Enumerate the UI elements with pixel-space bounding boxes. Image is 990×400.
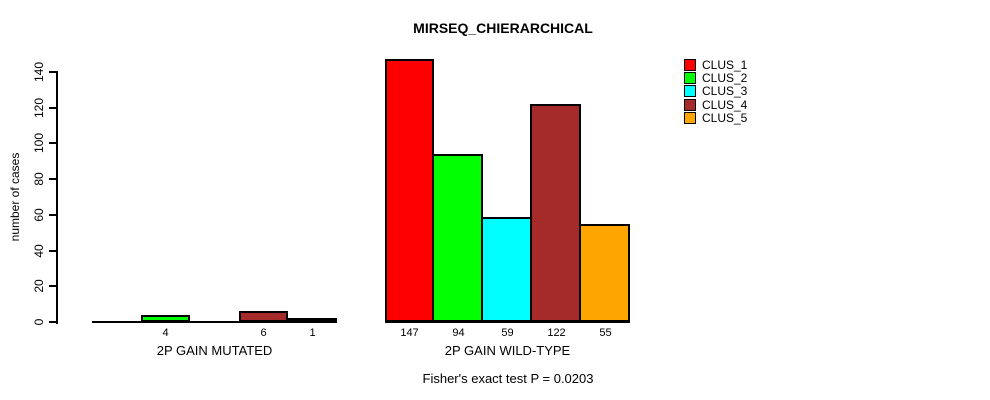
y-tick: [49, 178, 57, 181]
bar-value-label: 1: [309, 327, 316, 339]
y-tick-label: 80: [32, 172, 46, 186]
y-tick: [49, 249, 57, 252]
y-tick-label: 120: [32, 97, 46, 118]
y-tick-label: 40: [32, 243, 46, 258]
bar-clus_2: [141, 315, 190, 322]
y-tick: [49, 71, 57, 73]
y-tick: [49, 285, 57, 288]
y-tick-label: 0: [32, 318, 46, 326]
bar-value-label: 147: [400, 327, 419, 339]
y-tick-label: 60: [32, 208, 46, 222]
y-tick: [49, 142, 57, 145]
x-axis-line: [385, 321, 630, 323]
bar-clus_4: [239, 311, 288, 322]
bar-clus_2: [432, 154, 483, 322]
y-tick: [49, 106, 57, 109]
bar-value-label: 4: [162, 327, 169, 339]
bar-value-label: 94: [452, 327, 465, 339]
bar-clus_4: [530, 104, 581, 322]
bar-value-label: 122: [547, 327, 566, 339]
bar-value-label: 6: [260, 327, 267, 339]
chart-title: MIRSEQ_CHIERARCHICAL: [413, 20, 593, 36]
bar-value-label: 59: [501, 327, 514, 339]
bar-clus_1: [385, 59, 434, 322]
y-tick: [49, 321, 57, 323]
bar-clus_3: [481, 217, 532, 322]
group-label: 2P GAIN WILD-TYPE: [444, 343, 571, 358]
y-tick-label: 100: [32, 133, 46, 154]
bar-clus_5: [286, 318, 337, 322]
y-axis-line: [56, 71, 58, 324]
group-label: 2P GAIN MUTATED: [156, 343, 273, 358]
bar-value-label: 55: [599, 327, 612, 339]
fisher-test-annotation: Fisher's exact test P = 0.0203: [422, 371, 594, 386]
y-tick: [49, 213, 57, 216]
y-tick-label: 20: [32, 279, 46, 293]
bar-clus_5: [579, 224, 630, 322]
x-axis-line: [92, 321, 337, 323]
y-tick-label: 140: [32, 61, 46, 83]
